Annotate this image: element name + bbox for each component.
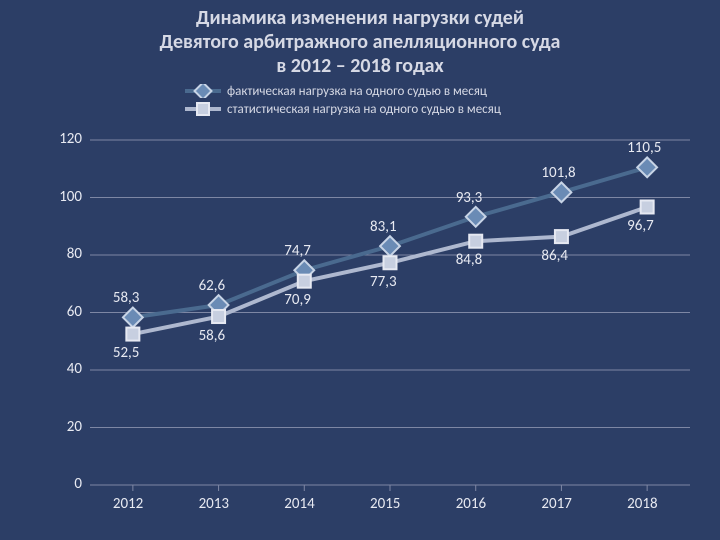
data-label-actual: 74,7: [284, 242, 311, 260]
x-tick-label: 2017: [541, 495, 571, 513]
data-label-actual: 93,3: [456, 189, 483, 207]
y-tick-label: 40: [67, 360, 82, 378]
data-label-actual: 62,6: [199, 277, 226, 295]
line-chart: 0 20 40 60 80 100 120 2012 2013 2014 2015 2016 2017 2…: [40, 120, 700, 520]
data-label-statistical: 96,7: [627, 217, 654, 235]
legend-item-statistical: статистическая нагрузка на одного судью …: [185, 100, 501, 118]
title-line-1: Динамика изменения нагрузки судей: [0, 6, 720, 30]
y-tick-label: 20: [67, 418, 82, 436]
data-label-actual: 101,8: [541, 164, 575, 182]
data-label-actual: 83,1: [370, 218, 397, 236]
legend-label-statistical: статистическая нагрузка на одного судью …: [227, 102, 501, 117]
data-label-statistical: 52,5: [113, 344, 140, 362]
legend-swatch-statistical: [185, 102, 221, 116]
data-label-statistical: 86,4: [541, 247, 568, 265]
chart-legend: фактическая нагрузка на одного судью в м…: [185, 82, 501, 118]
legend-label-actual: фактическая нагрузка на одного судью в м…: [227, 84, 487, 99]
y-tick-label: 0: [74, 475, 82, 493]
legend-swatch-actual: [185, 84, 221, 98]
y-tick-label: 100: [59, 188, 82, 206]
title-line-3: в 2012 – 2018 годах: [0, 54, 720, 78]
chart-title: Динамика изменения нагрузки судей Девято…: [0, 0, 720, 78]
data-label-actual: 58,3: [113, 289, 140, 307]
data-label-statistical: 77,3: [370, 273, 397, 291]
y-tick-label: 120: [59, 130, 82, 148]
x-tick-label: 2016: [456, 495, 486, 513]
data-label-actual: 110,5: [627, 139, 661, 157]
data-label-statistical: 70,9: [284, 291, 311, 309]
x-tick-label: 2013: [199, 495, 229, 513]
y-tick-label: 60: [67, 303, 82, 321]
y-tick-label: 80: [67, 245, 82, 263]
x-tick-label: 2018: [627, 495, 657, 513]
title-line-2: Девятого арбитражного апелляционного суд…: [0, 30, 720, 54]
x-tick-label: 2012: [113, 495, 143, 513]
data-label-statistical: 58,6: [199, 327, 226, 345]
x-tick-label: 2014: [284, 495, 314, 513]
data-label-statistical: 84,8: [456, 251, 483, 269]
x-tick-label: 2015: [370, 495, 400, 513]
legend-item-actual: фактическая нагрузка на одного судью в м…: [185, 82, 501, 100]
